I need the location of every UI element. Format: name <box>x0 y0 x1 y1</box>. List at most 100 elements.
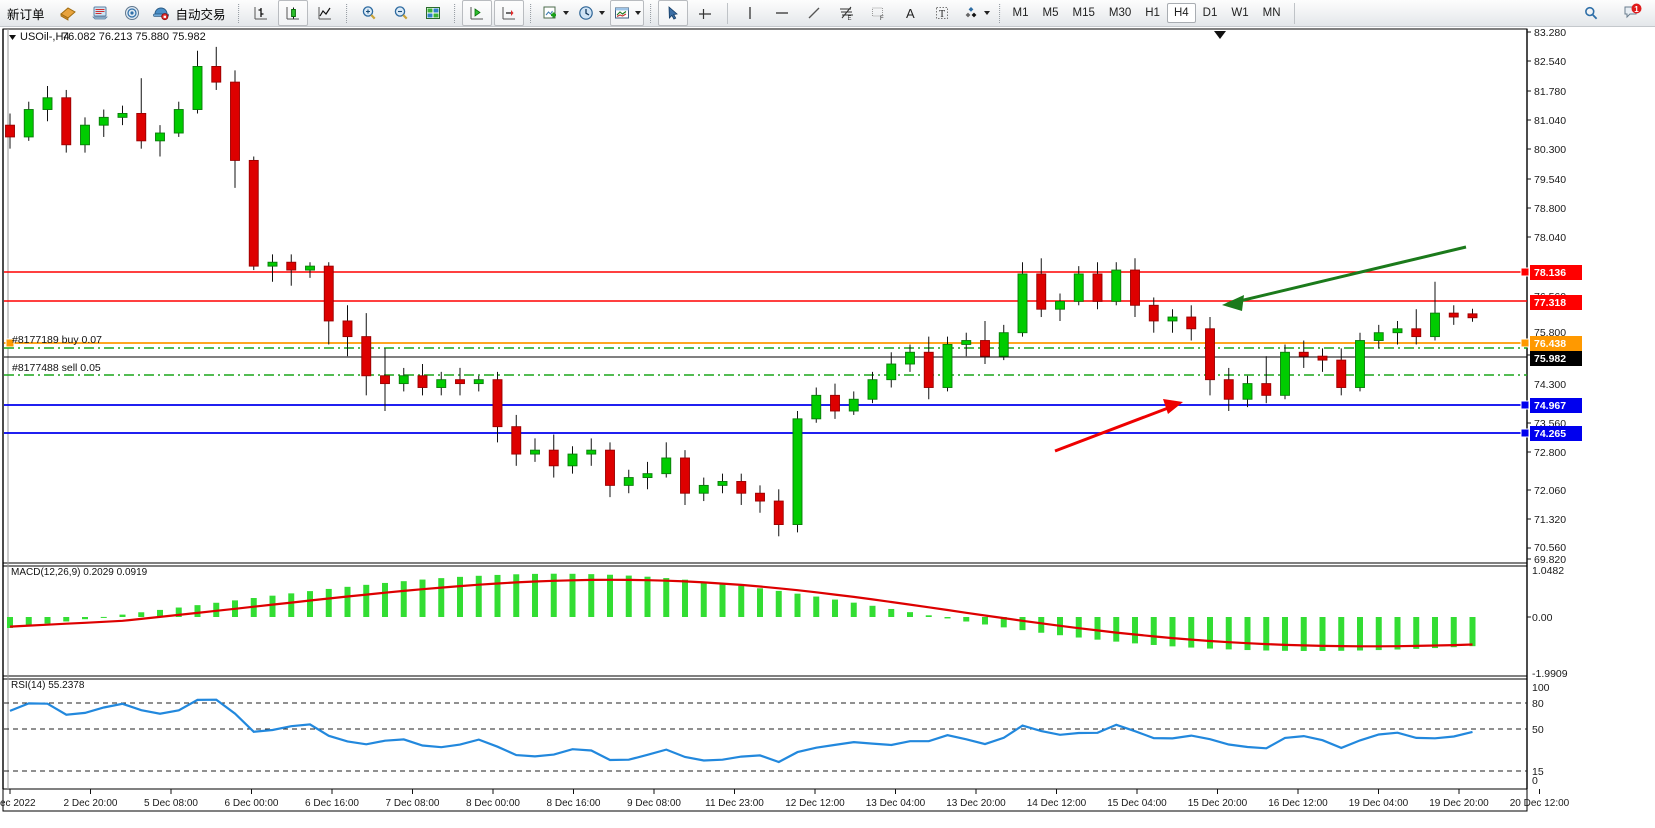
price-tick: 71.320 <box>1534 514 1566 526</box>
macd-bar <box>175 607 182 617</box>
macd-bar <box>1019 617 1026 631</box>
time-tick: 12 Dec 12:00 <box>785 798 845 809</box>
indicator-list-button[interactable] <box>609 0 644 26</box>
time-axis[interactable]: 2 Dec 2022 2 Dec 20:00 5 Dec 08:00 6 Dec 00… <box>0 789 1570 809</box>
chevron-down-icon[interactable] <box>562 11 569 15</box>
horizontal-line-tool-button[interactable] <box>767 0 797 26</box>
bar-chart-button[interactable] <box>246 0 276 26</box>
rsi-pane[interactable]: RSI(14) 55.2378 100 80 50 15 0 <box>4 680 1550 787</box>
candle <box>680 457 690 494</box>
autotrade-button[interactable]: 自动交易 <box>149 0 232 26</box>
price-tick: 82.540 <box>1534 56 1566 68</box>
candle <box>267 261 278 267</box>
vertical-line-tool-button[interactable] <box>735 0 765 26</box>
period-button[interactable] <box>574 0 608 26</box>
new-order-button[interactable]: 新订单 <box>1 0 51 26</box>
macd-pane[interactable]: MACD(12,26,9) 0.2029 0.0919 1.0482 0.00 … <box>7 565 1568 680</box>
shift-end-button[interactable] <box>493 0 524 26</box>
signal-icon-button[interactable] <box>117 0 147 26</box>
candle <box>5 124 15 138</box>
chart-area[interactable]: USOil-,H4 76.082 76.213 75.880 75.982 83… <box>0 27 1655 828</box>
toolbar-separator <box>1293 2 1295 24</box>
timeframe-d1[interactable]: D1 <box>1202 7 1218 19</box>
zoom-out-button[interactable] <box>386 0 416 26</box>
candle <box>305 265 315 271</box>
objects-list-button[interactable] <box>959 0 993 26</box>
crosshair-tool-button[interactable] <box>690 0 720 26</box>
channel-tool-button[interactable]: F <box>863 0 893 26</box>
candle <box>492 379 503 428</box>
fibonacci-tool-button[interactable]: E <box>831 0 861 26</box>
zoom-in-button[interactable] <box>354 0 384 26</box>
candle <box>455 379 465 385</box>
macd-bar <box>1300 617 1307 651</box>
macd-bar <box>1169 617 1176 647</box>
level-line-77318[interactable]: 77.318 <box>4 295 1582 310</box>
timeframe-mn[interactable]: MN <box>1262 7 1281 19</box>
cursor-tool-button[interactable] <box>657 0 688 26</box>
candle <box>1092 273 1103 302</box>
macd-bar <box>1319 617 1326 651</box>
candle <box>961 340 972 345</box>
terminal-icon-button[interactable] <box>85 0 115 26</box>
order-label-sell: #8177488 sell 0.05 <box>12 362 101 374</box>
chart-symbol-period: USOil-,H4 <box>20 31 70 43</box>
price-tick: 74.300 <box>1534 379 1566 391</box>
order-line-buy[interactable]: 76.438 #8177189 buy 0.07 <box>4 334 1582 351</box>
candle <box>1073 273 1084 302</box>
timeframe-m30[interactable]: M30 <box>1108 7 1132 19</box>
price-tick: 69.820 <box>1534 554 1566 566</box>
timeframe-m1[interactable]: M1 <box>1012 7 1029 19</box>
notifications-button[interactable]: 1 <box>1617 0 1647 26</box>
timeframe-h4[interactable]: H4 <box>1166 3 1196 23</box>
macd-bar <box>25 617 32 626</box>
candle-chart-button[interactable] <box>277 0 308 26</box>
level-line-74265[interactable]: 74.265 <box>4 426 1582 441</box>
candle <box>1336 359 1347 388</box>
macd-bar <box>1357 617 1363 651</box>
line-chart-button[interactable] <box>310 0 340 26</box>
template-add-button[interactable] <box>538 0 572 26</box>
grid-layout-button[interactable] <box>418 0 448 26</box>
timeframe-h1[interactable]: H1 <box>1145 7 1160 19</box>
order-line-sell[interactable]: #8177488 sell 0.05 <box>4 362 1527 376</box>
label-tool-button[interactable]: T <box>927 0 957 26</box>
candle <box>173 109 184 134</box>
timeframe-m5[interactable]: M5 <box>1042 7 1059 19</box>
toolbar-separator <box>237 3 240 23</box>
macd-bar <box>1450 617 1457 648</box>
period-clock-icon <box>578 6 593 20</box>
search-button[interactable] <box>1576 0 1606 26</box>
macd-bar <box>63 617 70 622</box>
macd-bar <box>625 575 632 617</box>
chart-canvas[interactable]: USOil-,H4 76.082 76.213 75.880 75.982 83… <box>0 27 1655 828</box>
chevron-down-icon[interactable] <box>634 11 641 15</box>
candle <box>61 97 72 146</box>
macd-bar <box>888 608 895 617</box>
text-tool-button[interactable]: A <box>895 0 925 26</box>
chevron-down-icon[interactable] <box>9 35 16 40</box>
chevron-down-icon[interactable] <box>598 11 605 15</box>
macd-bar <box>1338 617 1345 651</box>
toolbar-separator <box>529 3 532 23</box>
trendline-tool-button[interactable] <box>799 0 829 26</box>
hand-wallet-icon-button[interactable] <box>53 0 83 26</box>
macd-bar <box>1188 617 1195 648</box>
timeframe-w1[interactable]: W1 <box>1231 7 1249 19</box>
chevron-down-icon[interactable] <box>983 11 990 15</box>
level-line-78136[interactable]: 78.136 78.040 <box>4 265 1582 283</box>
candle <box>1111 269 1122 302</box>
level-line-74967[interactable]: 74.967 <box>4 398 1582 413</box>
time-tick: 6 Dec 00:00 <box>225 798 279 809</box>
candle <box>136 112 147 142</box>
macd-bar <box>494 574 501 617</box>
macd-bar <box>363 584 370 617</box>
step-forward-button[interactable] <box>461 0 492 26</box>
candle <box>1392 328 1403 334</box>
timeframe-m15[interactable]: M15 <box>1072 7 1095 19</box>
macd-bar <box>138 612 145 617</box>
time-tick: 11 Dec 23:00 <box>705 798 764 809</box>
time-tick: 8 Dec 16:00 <box>547 798 601 809</box>
price-tag-bg <box>1530 265 1582 280</box>
